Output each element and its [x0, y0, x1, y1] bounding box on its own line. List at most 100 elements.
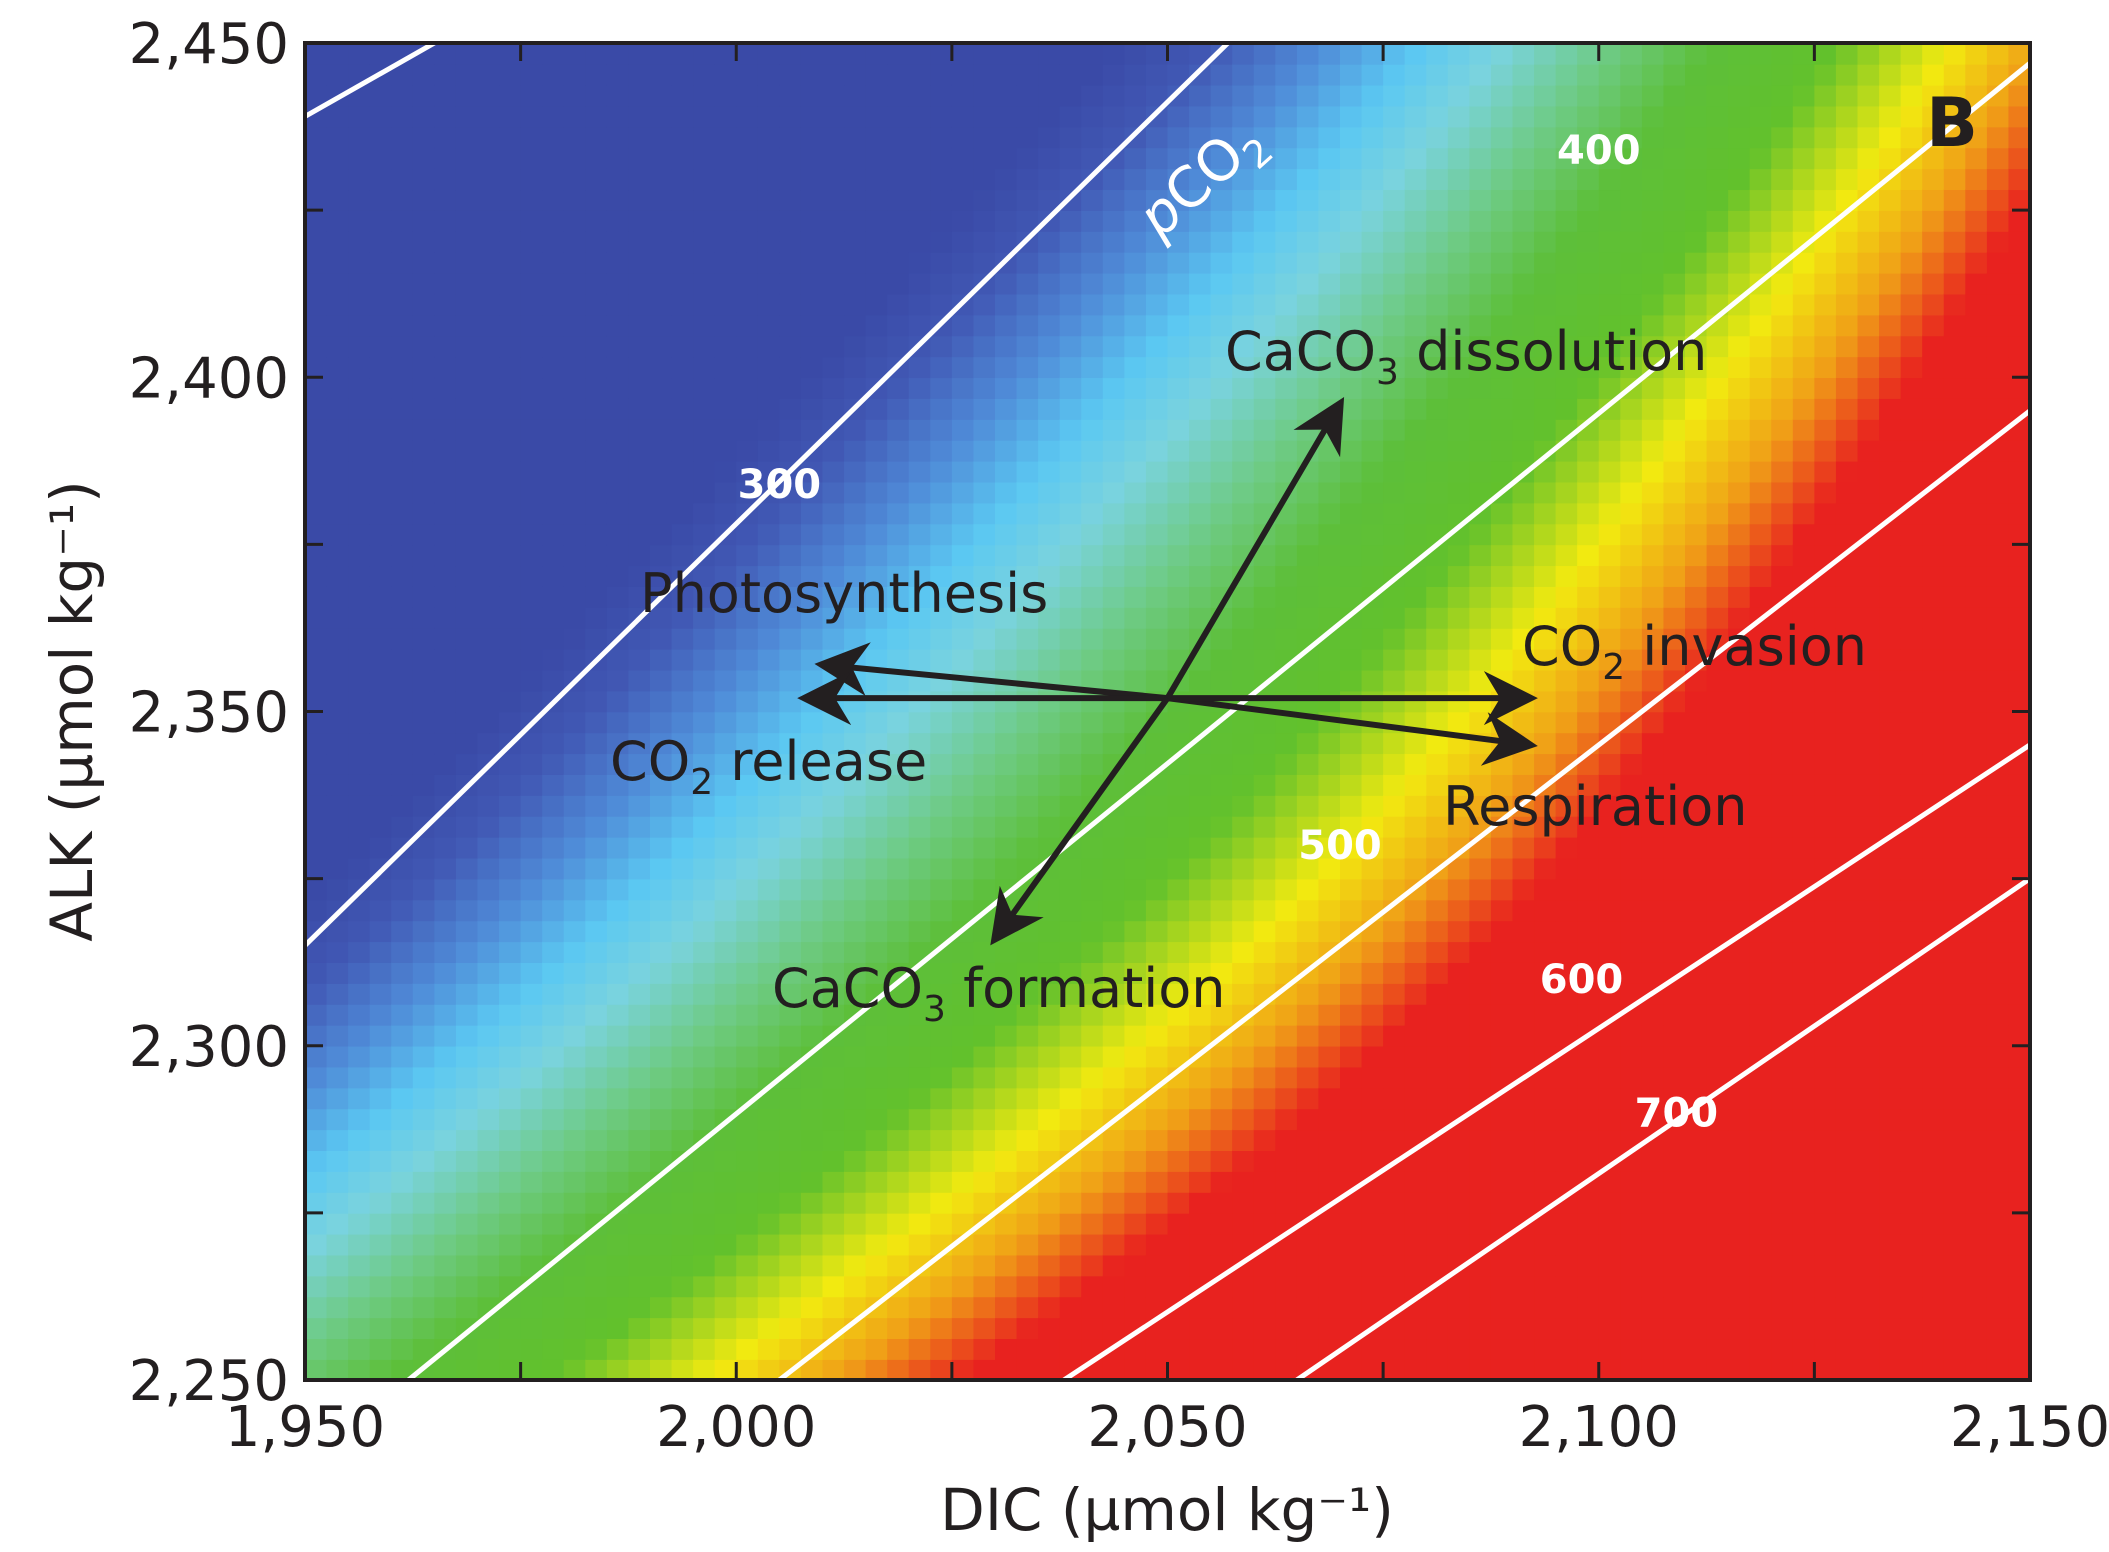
heatmap-cell [563, 210, 587, 232]
heatmap-cell [1943, 377, 1967, 399]
heatmap-cell [1404, 105, 1428, 128]
heatmap-cell [1124, 899, 1147, 922]
heatmap-cell [520, 293, 543, 316]
heatmap-cell [1965, 962, 1988, 984]
heatmap-cell [1210, 669, 1233, 692]
heatmap-cell [1706, 1359, 1729, 1380]
heatmap-cell [1900, 1254, 1923, 1277]
heatmap-cell [822, 753, 845, 775]
heatmap-cell [1943, 84, 1967, 107]
heatmap-cell [1318, 774, 1341, 796]
heatmap-cell [1620, 63, 1643, 86]
heatmap-cell [348, 1129, 371, 1151]
heatmap-cell [1943, 189, 1967, 211]
heatmap-cell [1167, 544, 1190, 567]
heatmap-cell [520, 439, 543, 462]
heatmap-cell [477, 1275, 500, 1298]
heatmap-cell [585, 356, 608, 379]
heatmap-cell [563, 126, 587, 149]
heatmap-cell [1318, 502, 1341, 525]
heatmap-cell [391, 607, 414, 629]
heatmap-cell [1922, 753, 1945, 775]
heatmap-cell [606, 189, 630, 211]
heatmap-cell [887, 586, 910, 608]
heatmap-cell [606, 983, 630, 1005]
heatmap-cell [1900, 1045, 1923, 1068]
heatmap-cell [1706, 63, 1729, 86]
heatmap-cell [1253, 84, 1277, 107]
heatmap-cell [1490, 1066, 1514, 1089]
heatmap-cell [1490, 189, 1514, 211]
heatmap-cell [693, 565, 716, 587]
heatmap-cell [1965, 544, 1988, 567]
heatmap-cell [1124, 105, 1147, 128]
heatmap-cell [995, 210, 1018, 232]
heatmap-cell [800, 1024, 824, 1047]
heatmap-cell [369, 126, 393, 149]
heatmap-cell [1189, 210, 1212, 232]
heatmap-cell [1038, 168, 1061, 191]
heatmap-cell [887, 1066, 910, 1089]
heatmap-cell [1145, 1359, 1169, 1380]
heatmap-cell [1641, 1338, 1665, 1360]
heatmap-cell [1922, 1317, 1945, 1340]
heatmap-cell [1771, 293, 1794, 316]
heatmap-cell [1210, 1359, 1233, 1380]
heatmap-cell [326, 1317, 349, 1340]
heatmap-cell [455, 1045, 479, 1068]
heatmap-cell [1663, 1359, 1686, 1380]
heatmap-cell [499, 1045, 522, 1068]
heatmap-cell [1124, 565, 1147, 587]
heatmap-cell [844, 1254, 867, 1277]
heatmap-cell [391, 377, 414, 399]
heatmap-cell [1469, 1066, 1492, 1089]
heatmap-cell [714, 565, 738, 587]
heatmap-cell [1340, 1275, 1363, 1298]
heatmap-cell [1534, 815, 1557, 838]
heatmap-cell [736, 1087, 759, 1110]
heatmap-cell [1706, 878, 1729, 901]
heatmap-cell [1145, 272, 1169, 295]
heatmap-cell [1965, 314, 1988, 337]
heatmap-cell [1641, 84, 1665, 107]
heatmap-cell [908, 84, 932, 107]
heatmap-cell [1404, 168, 1428, 191]
heatmap-cell [908, 586, 932, 608]
heatmap-cell [1318, 607, 1341, 629]
heatmap-cell [1232, 857, 1255, 880]
heatmap-cell [305, 147, 328, 170]
heatmap-cell [995, 293, 1018, 316]
heatmap-cell [1620, 899, 1643, 922]
heatmap-cell [434, 1066, 457, 1089]
heatmap-cell [779, 690, 802, 713]
heatmap-cell [822, 1191, 845, 1214]
heatmap-cell [1620, 836, 1643, 859]
heatmap-cell [1167, 189, 1190, 211]
heatmap-cell [1641, 1254, 1665, 1277]
heatmap-cell [520, 231, 543, 253]
heatmap-cell [1641, 753, 1665, 775]
heatmap-cell [1232, 1275, 1255, 1298]
heatmap-cell [1404, 1087, 1428, 1110]
heatmap-cell [1706, 627, 1729, 650]
heatmap-cell [822, 586, 845, 608]
heatmap-cell [1922, 962, 1945, 984]
heatmap-cell [930, 1024, 953, 1047]
heatmap-cell [1943, 293, 1967, 316]
heatmap-cell [1879, 43, 1902, 65]
heatmap-cell [1124, 711, 1147, 734]
heatmap-cell [1685, 795, 1708, 817]
heatmap-cell [1232, 377, 1255, 399]
heatmap-cell [1685, 1296, 1708, 1319]
heatmap-cell [865, 63, 888, 86]
heatmap-cell [1922, 335, 1945, 358]
heatmap-cell [1275, 962, 1298, 984]
heatmap-cell [736, 732, 759, 755]
heatmap-cell [1749, 1066, 1773, 1089]
heatmap-cell [499, 63, 522, 86]
heatmap-cell [1965, 356, 1988, 379]
heatmap-cell [1318, 356, 1341, 379]
heatmap-cell [369, 836, 393, 859]
heatmap-cell [650, 398, 673, 420]
heatmap-cell [995, 1233, 1018, 1256]
